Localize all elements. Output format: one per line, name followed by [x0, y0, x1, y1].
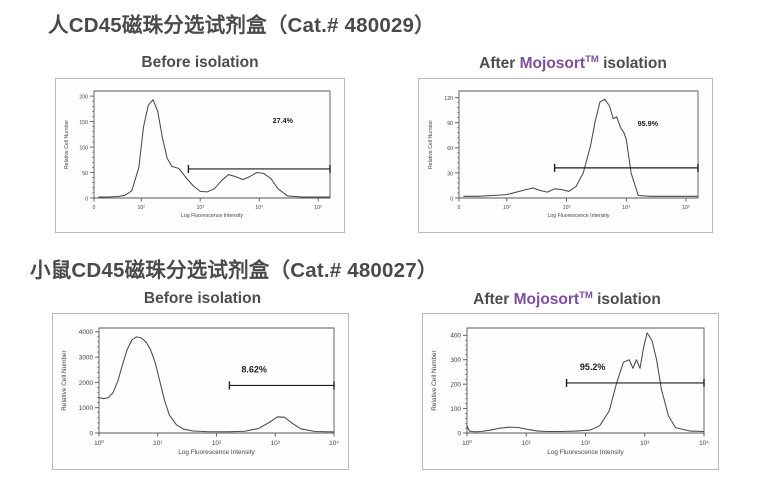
y-axis: 0 100 200 300 400	[450, 333, 467, 437]
svg-text:10⁰: 10⁰	[462, 440, 472, 447]
x-axis-label: Log Fluorescence Intensity	[548, 213, 610, 219]
chart-mouse-after: 0 100 200 300 400 Relative Cell Number 10⁰ 10¹ 1…	[422, 313, 719, 470]
x-axis-label: Log Fluorescence Intensity	[178, 449, 255, 456]
histogram-trace	[98, 336, 335, 433]
gate-percentage-label: 27.4%	[273, 116, 294, 125]
x-axis-label: Log Fluorescence Intensity	[181, 213, 243, 219]
svg-text:0: 0	[85, 196, 88, 202]
panel-title-prefix: After	[479, 55, 520, 73]
chart-canvas-human-after: 0 30 60 90 120 Relative Cell Number 0 10² 10³ 10⁴…	[428, 90, 699, 219]
panel-title-suffix: isolation	[598, 55, 667, 73]
chart-mouse-before: 0 1000 2000 3000 4000 Relative Cell Number 10⁰…	[52, 313, 349, 470]
svg-text:10⁵: 10⁵	[682, 205, 690, 211]
y-axis: 0 1000 2000 3000 4000	[79, 329, 99, 437]
svg-text:10⁴: 10⁴	[622, 205, 630, 211]
svg-text:150: 150	[79, 120, 88, 126]
histogram-trace	[98, 99, 331, 198]
svg-text:10²: 10²	[503, 205, 511, 211]
chart-human-before: 0 50 100 150 200 Relative Cell Number 0 10² 10³ 1…	[55, 78, 345, 233]
panel-title-mouse-before: Before isolation	[60, 290, 345, 308]
x-axis: 0 10² 10³ 10⁴ 10⁵	[458, 198, 690, 211]
chart-canvas-mouse-before: 0 1000 2000 3000 4000 Relative Cell Number 10⁰…	[61, 327, 339, 456]
gate-percentage-label: 95.9%	[638, 119, 659, 128]
svg-text:300: 300	[450, 357, 461, 364]
gate-marker	[228, 381, 335, 390]
section-title-mouse: 小鼠CD45磁珠分选试剂盒（Cat.# 480027）	[30, 259, 438, 282]
svg-text:10⁴: 10⁴	[255, 205, 263, 211]
svg-text:0: 0	[89, 430, 93, 437]
panel-title-human-before: Before isolation	[60, 54, 340, 72]
svg-text:100: 100	[450, 406, 461, 413]
svg-text:10¹: 10¹	[522, 440, 531, 447]
panel-title-text: Before isolation	[143, 290, 262, 307]
svg-text:60: 60	[447, 146, 453, 152]
histogram-trace	[466, 332, 705, 433]
svg-text:120: 120	[444, 96, 453, 102]
svg-text:50: 50	[82, 171, 88, 177]
svg-text:4000: 4000	[79, 329, 94, 336]
svg-text:10⁵: 10⁵	[314, 205, 322, 211]
svg-text:10⁴: 10⁴	[329, 440, 339, 447]
trademark-mark: TM	[579, 290, 593, 301]
svg-text:10²: 10²	[212, 440, 221, 447]
svg-text:10³: 10³	[271, 440, 280, 447]
svg-text:0: 0	[450, 196, 453, 202]
svg-text:10²: 10²	[137, 205, 145, 211]
svg-text:10³: 10³	[640, 440, 649, 447]
panel-title-human-after: After MojosortTM isolation	[418, 54, 728, 73]
svg-text:3000: 3000	[79, 354, 94, 361]
svg-text:0: 0	[458, 205, 461, 211]
svg-text:90: 90	[447, 121, 453, 127]
y-axis-label: Relative Cell Number	[64, 120, 70, 169]
gate-marker	[565, 378, 705, 387]
svg-text:10¹: 10¹	[153, 440, 162, 447]
gate-marker	[553, 163, 699, 172]
x-axis-label: Log Fluorescence Intensity	[547, 449, 624, 456]
y-axis-label: Relative Cell Number	[428, 120, 434, 169]
svg-text:10³: 10³	[196, 205, 204, 211]
svg-text:1000: 1000	[79, 405, 94, 412]
x-axis: 0 10² 10³ 10⁴ 10⁵	[93, 198, 322, 211]
plot-frame	[458, 90, 699, 199]
chart-canvas-human-before: 0 50 100 150 200 Relative Cell Number 0 10² 10³ 1…	[64, 90, 331, 219]
svg-text:10⁰: 10⁰	[94, 440, 104, 447]
x-axis: 10⁰ 10¹ 10² 10³ 10⁴	[462, 433, 709, 447]
y-axis: 0 50 100 150 200	[79, 94, 94, 202]
gate-percentage-label: 95.2%	[580, 362, 606, 372]
svg-text:30: 30	[447, 171, 453, 177]
svg-text:200: 200	[79, 94, 88, 100]
brand-name-mojosort: Mojosort	[513, 291, 580, 309]
y-axis-label: Relative Cell Number	[431, 349, 438, 410]
svg-text:10²: 10²	[581, 440, 590, 447]
svg-text:200: 200	[450, 382, 461, 389]
y-axis: 0 30 60 90 120	[444, 96, 459, 202]
panel-title-prefix: After	[473, 291, 514, 309]
plot-frame	[466, 327, 705, 434]
panel-title-suffix: isolation	[592, 291, 661, 309]
panel-title-mouse-after: After MojosortTM isolation	[412, 290, 722, 309]
svg-text:100: 100	[79, 145, 88, 151]
plot-frame	[93, 90, 331, 199]
svg-text:400: 400	[450, 333, 461, 340]
svg-text:0: 0	[457, 430, 461, 437]
svg-text:0: 0	[93, 205, 96, 211]
trademark-mark: TM	[585, 54, 599, 65]
svg-text:10³: 10³	[563, 205, 571, 211]
x-axis: 10⁰ 10¹ 10² 10³ 10⁴	[94, 433, 339, 447]
panel-title-text: Before isolation	[141, 54, 259, 71]
histogram-trace	[463, 98, 699, 197]
chart-human-after: 0 30 60 90 120 Relative Cell Number 0 10² 10³ 10⁴…	[418, 78, 713, 233]
gate-marker	[187, 164, 331, 173]
svg-text:10⁴: 10⁴	[699, 440, 709, 447]
gate-percentage-label: 8.62%	[241, 364, 267, 374]
plot-frame	[98, 327, 335, 434]
svg-text:2000: 2000	[79, 380, 94, 387]
section-title-human: 人CD45磁珠分选试剂盒（Cat.# 480029）	[48, 14, 435, 37]
y-axis-label: Relative Cell Number	[61, 349, 68, 410]
brand-name-mojosort: Mojosort	[519, 55, 586, 73]
